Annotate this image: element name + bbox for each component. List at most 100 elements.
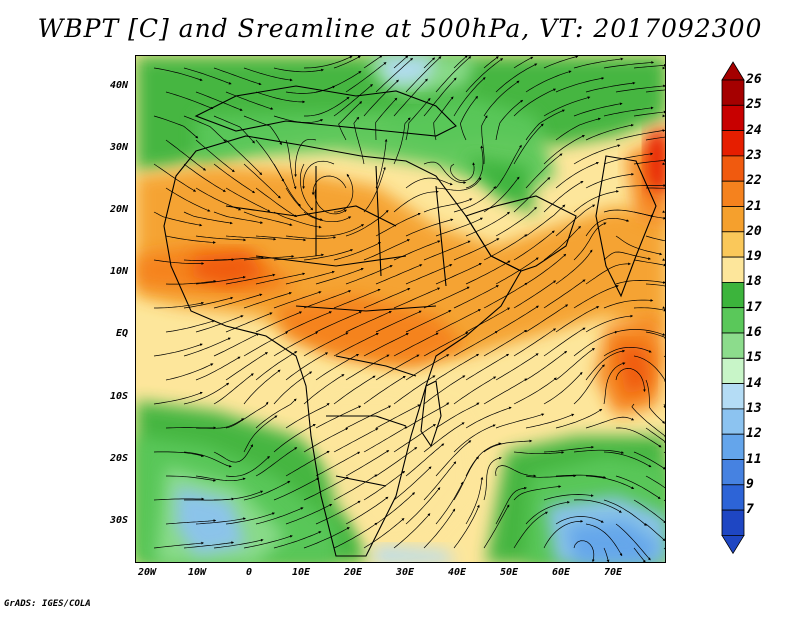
- coastline-segment: [375, 165, 382, 277]
- streamline: [333, 428, 379, 453]
- streamline: [663, 547, 665, 552]
- streamline: [555, 474, 607, 479]
- streamline: [315, 500, 361, 525]
- streamline: [255, 447, 298, 477]
- streamline: [375, 310, 422, 333]
- streamline: [543, 225, 581, 261]
- streamline: [465, 353, 510, 381]
- streamline: [495, 486, 527, 525]
- temperature-region: [371, 546, 455, 562]
- streamline: [315, 224, 365, 237]
- colorbar-segment: [721, 79, 745, 106]
- streamline: [495, 413, 545, 429]
- streamline: [363, 517, 405, 549]
- streamline: [465, 476, 484, 525]
- streamline: [375, 97, 398, 141]
- streamline: [585, 349, 626, 381]
- streamline: [333, 83, 373, 117]
- streamline: [525, 153, 563, 189]
- streamline: [405, 177, 453, 189]
- streamline: [285, 311, 332, 333]
- streamline: [303, 527, 350, 549]
- streamline: [213, 255, 265, 261]
- streamline: [543, 494, 594, 501]
- map-plot: [135, 55, 666, 563]
- streamline: [315, 311, 362, 333]
- streamline: [243, 369, 281, 405]
- streamline: [315, 451, 361, 477]
- colorbar-label: 23: [746, 147, 762, 163]
- streamline: [294, 138, 317, 178]
- streamline: [303, 56, 353, 69]
- lon-label-10w: 10W: [187, 567, 207, 578]
- streamline: [183, 296, 234, 309]
- streamline: [433, 96, 454, 141]
- streamline: [525, 350, 568, 381]
- streamline: [465, 260, 511, 285]
- streamline: [315, 267, 364, 285]
- lat-label-20s: 20S: [109, 453, 128, 464]
- lon-label-50e: 50E: [499, 567, 519, 578]
- streamline: [645, 523, 665, 542]
- streamline: [423, 332, 469, 357]
- streamline: [183, 211, 233, 225]
- streamline: [633, 159, 665, 165]
- colorbar-label: 20: [746, 223, 762, 239]
- lat-label-30n: 30N: [109, 142, 128, 153]
- colorbar-segment: [721, 130, 745, 157]
- streamline: [345, 209, 389, 237]
- streamline: [633, 547, 646, 562]
- coastline-segment: [255, 255, 407, 267]
- streamline: [153, 67, 203, 81]
- streamline: [393, 78, 428, 117]
- streamline: [243, 535, 293, 549]
- streamline: [435, 481, 464, 525]
- streamline: [273, 67, 324, 73]
- streamline: [165, 279, 217, 285]
- streamline: [573, 449, 625, 454]
- colorbar-label: 24: [746, 122, 762, 138]
- colorbar-segment: [721, 180, 745, 207]
- streamline: [633, 499, 665, 524]
- streamline: [314, 187, 348, 215]
- streamline: [453, 424, 496, 453]
- streamline: [393, 287, 441, 309]
- streamline: [615, 184, 665, 189]
- streamline: [495, 144, 522, 189]
- streamline: [225, 187, 271, 212]
- streamline: [543, 445, 595, 453]
- streamline: [333, 375, 376, 405]
- streamline: [345, 496, 389, 525]
- streamline: [375, 212, 421, 237]
- streamline: [645, 379, 665, 424]
- streamline: [363, 79, 399, 117]
- streamline: [543, 135, 585, 165]
- streamline: [573, 364, 605, 405]
- streamline: [225, 512, 276, 525]
- streamline: [645, 283, 665, 287]
- streamline: [585, 523, 623, 557]
- streamline: [513, 328, 557, 357]
- streamline: [603, 152, 654, 165]
- lat-label-40n: 40N: [109, 80, 128, 91]
- coastline-segment: [595, 155, 657, 298]
- streamline: [333, 56, 361, 69]
- streamline: [423, 422, 465, 453]
- streamline: [375, 404, 421, 429]
- streamline: [513, 56, 534, 69]
- streamline: [303, 427, 349, 453]
- streamline: [543, 327, 586, 357]
- streamline: [615, 329, 665, 336]
- streamline: [255, 351, 298, 381]
- streamline: [615, 280, 665, 285]
- streamline: [273, 163, 301, 207]
- streamline: [183, 258, 235, 262]
- streamline: [483, 56, 499, 69]
- streamline: [453, 376, 497, 405]
- streamline: [363, 239, 410, 261]
- temperature-region: [316, 386, 476, 546]
- streamline: [375, 57, 414, 93]
- streamline: [543, 56, 579, 69]
- streamline: [183, 451, 232, 468]
- coastline-segment: [326, 415, 407, 427]
